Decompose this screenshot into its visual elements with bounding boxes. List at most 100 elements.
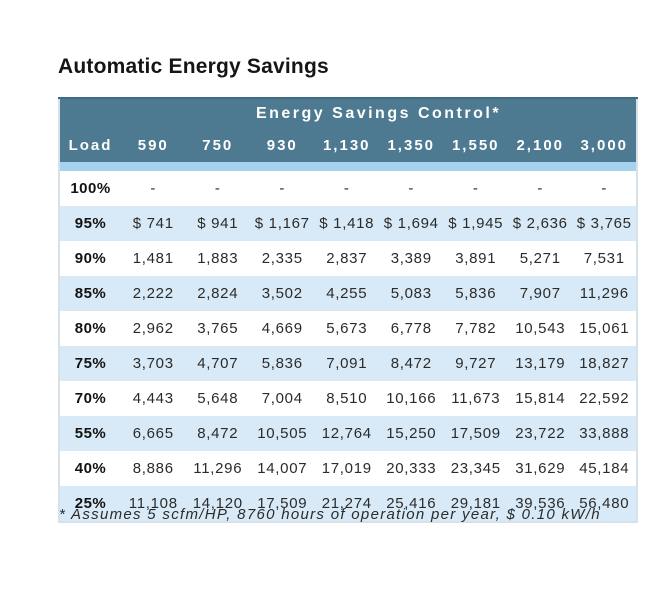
column-header-1130: 1,130 xyxy=(314,129,379,162)
column-header-1550: 1,550 xyxy=(443,129,508,162)
group-header-row: Energy Savings Control* xyxy=(59,97,637,129)
value-cell: 5,836 xyxy=(250,346,315,381)
table-row-85: 85% 2,222 2,824 3,502 4,255 5,083 5,836 7,907 11… xyxy=(59,276,637,311)
value-cell: 22,592 xyxy=(572,381,637,416)
value-cell: 11,108 xyxy=(121,486,186,522)
value-cell: 3,891 xyxy=(443,241,508,276)
value-cell: 15,250 xyxy=(379,416,444,451)
value-cell: 45,184 xyxy=(572,451,637,486)
value-cell: 3,502 xyxy=(250,276,315,311)
value-cell: $ 1,694 xyxy=(379,206,444,241)
value-cell: 11,673 xyxy=(443,381,508,416)
load-cell: 80% xyxy=(59,311,121,346)
value-cell: 7,531 xyxy=(572,241,637,276)
value-cell: 7,091 xyxy=(314,346,379,381)
value-cell: 33,888 xyxy=(572,416,637,451)
value-cell: 3,703 xyxy=(121,346,186,381)
value-cell: - xyxy=(250,171,315,206)
column-header-3000: 3,000 xyxy=(572,129,637,162)
value-cell: 3,765 xyxy=(185,311,250,346)
value-cell: 23,345 xyxy=(443,451,508,486)
value-cell: 4,255 xyxy=(314,276,379,311)
value-cell: 10,543 xyxy=(508,311,573,346)
divider-strip xyxy=(59,162,637,171)
value-cell: 7,782 xyxy=(443,311,508,346)
value-cell: $ 1,167 xyxy=(250,206,315,241)
column-header-load: Load xyxy=(59,129,121,162)
value-cell: 14,120 xyxy=(185,486,250,522)
table-row-90: 90% 1,481 1,883 2,335 2,837 3,389 3,891 5,271 7,… xyxy=(59,241,637,276)
group-header-label: Energy Savings Control* xyxy=(121,97,637,129)
value-cell: 2,837 xyxy=(314,241,379,276)
load-cell: 70% xyxy=(59,381,121,416)
table-row-40: 40% 8,886 11,296 14,007 17,019 20,333 23,345 31… xyxy=(59,451,637,486)
value-cell: $ 741 xyxy=(121,206,186,241)
value-cell: 1,481 xyxy=(121,241,186,276)
value-cell: 4,707 xyxy=(185,346,250,381)
value-cell: - xyxy=(572,171,637,206)
energy-savings-table: Energy Savings Control* Load 590 750 930 1,1… xyxy=(58,97,638,523)
value-cell: $ 1,418 xyxy=(314,206,379,241)
value-cell: 2,335 xyxy=(250,241,315,276)
value-cell: $ 1,945 xyxy=(443,206,508,241)
value-cell: - xyxy=(121,171,186,206)
value-cell: 20,333 xyxy=(379,451,444,486)
value-cell: 25,416 xyxy=(379,486,444,522)
value-cell: 11,296 xyxy=(185,451,250,486)
value-cell: 4,669 xyxy=(250,311,315,346)
table-row-100: 100% - - - - - - - - xyxy=(59,171,637,206)
value-cell: - xyxy=(508,171,573,206)
value-cell: 17,019 xyxy=(314,451,379,486)
value-cell: 5,836 xyxy=(443,276,508,311)
column-header-2100: 2,100 xyxy=(508,129,573,162)
table-header: Energy Savings Control* Load 590 750 930 1,1… xyxy=(59,97,637,171)
value-cell: - xyxy=(314,171,379,206)
value-cell: 3,389 xyxy=(379,241,444,276)
value-cell: 10,166 xyxy=(379,381,444,416)
value-cell: 5,648 xyxy=(185,381,250,416)
table-body: 100% - - - - - - - -95% $ 741 $ 941 $ 1,167 $ 1,418 $… xyxy=(59,171,637,522)
value-cell: 56,480 xyxy=(572,486,637,522)
load-cell: 75% xyxy=(59,346,121,381)
value-cell: 12,764 xyxy=(314,416,379,451)
page-title: Automatic Energy Savings xyxy=(58,55,329,78)
value-cell: - xyxy=(185,171,250,206)
table-row-70: 70% 4,443 5,648 7,004 8,510 10,166 11,673 15,81… xyxy=(59,381,637,416)
load-cell: 90% xyxy=(59,241,121,276)
column-header-750: 750 xyxy=(185,129,250,162)
table-row-95: 95% $ 741 $ 941 $ 1,167 $ 1,418 $ 1,694 $ 1,94… xyxy=(59,206,637,241)
value-cell: 10,505 xyxy=(250,416,315,451)
load-cell: 25% xyxy=(59,486,121,522)
value-cell: 2,962 xyxy=(121,311,186,346)
value-cell: 7,907 xyxy=(508,276,573,311)
value-cell: 5,083 xyxy=(379,276,444,311)
load-cell: 55% xyxy=(59,416,121,451)
value-cell: $ 941 xyxy=(185,206,250,241)
value-cell: 31,629 xyxy=(508,451,573,486)
column-header-590: 590 xyxy=(121,129,186,162)
value-cell: 7,004 xyxy=(250,381,315,416)
value-cell: 11,296 xyxy=(572,276,637,311)
value-cell: 29,181 xyxy=(443,486,508,522)
load-cell: 100% xyxy=(59,171,121,206)
value-cell: 9,727 xyxy=(443,346,508,381)
value-cell: 13,179 xyxy=(508,346,573,381)
load-cell: 40% xyxy=(59,451,121,486)
value-cell: 2,824 xyxy=(185,276,250,311)
value-cell: 6,778 xyxy=(379,311,444,346)
value-cell: 5,673 xyxy=(314,311,379,346)
value-cell: 8,886 xyxy=(121,451,186,486)
value-cell: - xyxy=(443,171,508,206)
load-cell: 85% xyxy=(59,276,121,311)
value-cell: 4,443 xyxy=(121,381,186,416)
value-cell: 39,536 xyxy=(508,486,573,522)
value-cell: $ 2,636 xyxy=(508,206,573,241)
value-cell: 14,007 xyxy=(250,451,315,486)
table-row-25: 25% 11,108 14,120 17,509 21,274 25,416 29,181 3… xyxy=(59,486,637,522)
table-row-80: 80% 2,962 3,765 4,669 5,673 6,778 7,782 10,543 1… xyxy=(59,311,637,346)
footnote: * Assumes 5 scfm/HP, 8760 hours of opera… xyxy=(59,506,601,523)
value-cell: 2,222 xyxy=(121,276,186,311)
value-cell: 8,510 xyxy=(314,381,379,416)
column-header-1350: 1,350 xyxy=(379,129,444,162)
